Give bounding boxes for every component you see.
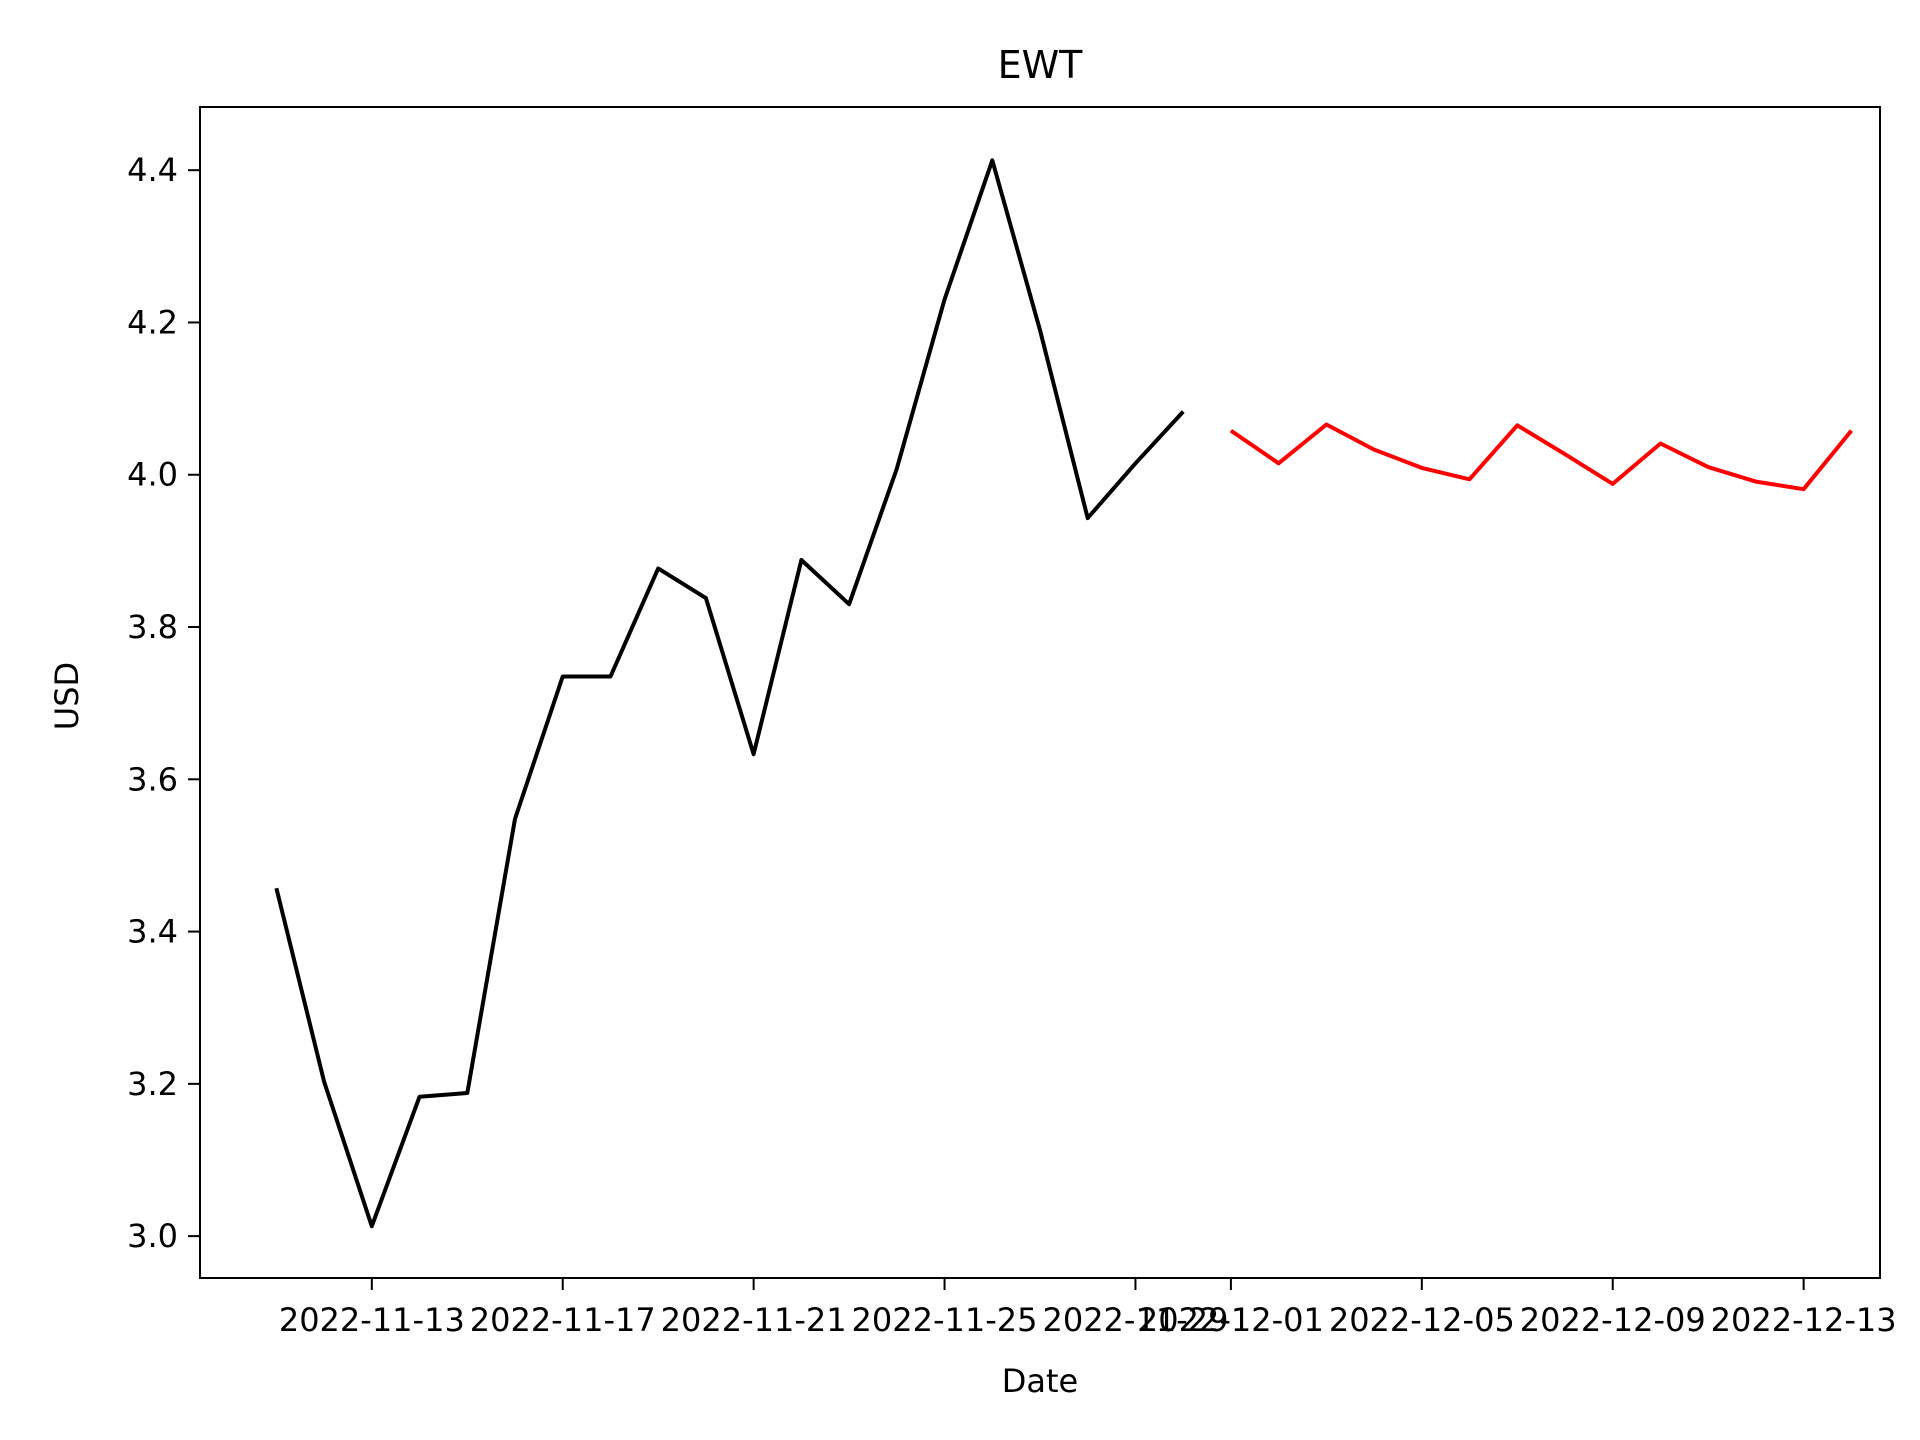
- x-tick-label: 2022-11-25: [852, 1301, 1038, 1339]
- x-tick-label: 2022-12-01: [1138, 1301, 1324, 1339]
- x-tick-label: 2022-11-13: [279, 1301, 465, 1339]
- x-tick-label: 2022-11-29: [1042, 1301, 1228, 1339]
- y-tick-label: 4.0: [127, 456, 178, 494]
- y-tick-label: 4.2: [127, 303, 178, 341]
- series-line-1: [274, 158, 1185, 1229]
- x-tick-label: 2022-11-21: [661, 1301, 847, 1339]
- x-axis-label: Date: [1002, 1362, 1078, 1400]
- plot-area: [199, 106, 1881, 1279]
- x-tick-label: 2022-12-05: [1329, 1301, 1515, 1339]
- y-tick-label: 3.8: [127, 608, 178, 646]
- x-axis-ticks: 2022-11-13 2022-11-17 2022-11-21 2022-11-25…: [279, 1278, 1897, 1339]
- y-tick-label: 3.2: [127, 1065, 178, 1103]
- y-tick-label: 3.6: [127, 760, 178, 798]
- plot-frame: [199, 106, 1881, 1279]
- x-tick-label: 2022-12-13: [1711, 1301, 1897, 1339]
- x-tick-label: 2022-11-17: [470, 1301, 656, 1339]
- series-line-2: [1229, 422, 1853, 492]
- chart-title: EWT: [998, 43, 1084, 87]
- y-tick-label: 3.4: [127, 913, 178, 951]
- y-axis-label: USD: [48, 662, 86, 730]
- x-tick-label: 2022-12-09: [1520, 1301, 1706, 1339]
- y-tick-label: 3.0: [127, 1217, 178, 1255]
- y-tick-label: 4.4: [127, 151, 178, 189]
- y-axis-ticks: 3.0 3.2 3.4 3.6 3.8 4.0 4.2 4.4: [127, 151, 200, 1255]
